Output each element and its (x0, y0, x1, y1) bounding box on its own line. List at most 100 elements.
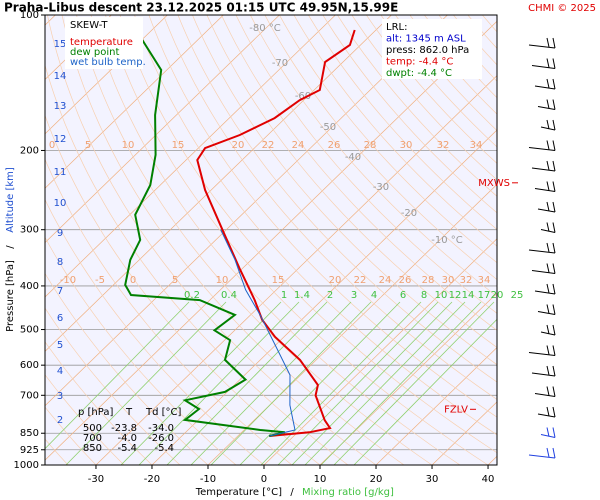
altitude-label: 12 (54, 134, 67, 145)
mixing-ratio-label: 0.4 (221, 290, 237, 301)
dry-adiabat (90, 15, 461, 465)
wind-barb-flag (552, 78, 556, 90)
x-tick-label: 20 (370, 474, 383, 485)
dry-adiabat (351, 15, 497, 181)
isotherm (544, 15, 600, 465)
dry-adiabat (380, 15, 497, 148)
mixing-ratio-line (120, 301, 282, 465)
chart-title: Praha-Libus descent 23.12.2025 01:15 UTC… (4, 1, 398, 15)
wind-barb-flag (546, 386, 550, 396)
mixing-ratio-line (320, 301, 482, 465)
wind-barb-flag (546, 345, 550, 355)
adiabat-label: 34 (478, 275, 491, 286)
y-tick-label: 500 (20, 325, 39, 336)
mixing-ratio-label: 6 (400, 290, 406, 301)
mixing-ratio-label: 1 (281, 290, 287, 301)
wind-barb-staff (540, 126, 556, 131)
mixing-ratio-line (291, 301, 453, 465)
altitude-label: 5 (57, 340, 63, 351)
y-tick-label: 400 (20, 281, 39, 292)
y-tick-label: 1000 (14, 460, 39, 471)
adiabat-label: 5 (85, 140, 91, 151)
table-cell: -26.0 (148, 433, 174, 444)
wind-barb-staff (534, 188, 556, 192)
wind-barb-staff (531, 372, 556, 377)
adiabat-label: -5 (95, 275, 105, 286)
adiabat-label: 10 (216, 275, 229, 286)
isotherm (45, 15, 280, 244)
x-axis-title: / (290, 487, 294, 498)
wind-barb-staff (531, 270, 556, 274)
mixing-ratio-line (190, 301, 352, 465)
lrl-line: temp: -4.4 °C (386, 57, 453, 68)
wind-barb-flag (552, 386, 556, 397)
wind-barb-staff (534, 85, 556, 90)
wind-barb-staff (531, 167, 556, 172)
wind-barb-flag (546, 365, 550, 376)
mixing-ratio-line (304, 301, 466, 465)
wind-barb-staff (528, 147, 556, 151)
wind-barb-flag (546, 37, 550, 48)
wind-barb-staff (528, 352, 556, 356)
altitude-label: 14 (54, 71, 67, 82)
dry-adiabat (365, 15, 497, 164)
mixing-ratio-line (210, 301, 372, 465)
altitude-label: 4 (57, 366, 63, 377)
isotherm-label: -70 (272, 58, 288, 69)
y-tick-label: 300 (20, 225, 39, 236)
dry-adiabat (307, 15, 497, 230)
wind-barb-flag (552, 201, 556, 213)
wind-barb-flag (552, 345, 556, 356)
dry-adiabat (177, 15, 497, 383)
x-axis-title: Mixing ratio [g/kg] (302, 487, 394, 498)
adiabat-label: 26 (328, 140, 341, 151)
mixing-ratio-line (138, 301, 300, 465)
legend-box (65, 17, 143, 69)
wind-barb-staff (534, 393, 556, 397)
table-cell: -5.4 (154, 443, 174, 454)
wind-barb-flag (552, 58, 556, 69)
isotherm (45, 20, 497, 461)
wind-barb-flag (552, 242, 556, 254)
altitude-label: 6 (57, 313, 63, 324)
y-tick-label: 700 (20, 390, 39, 401)
table-cell: 500 (83, 423, 102, 434)
wind-barb-flag (546, 242, 550, 253)
adiabat-label: -10 (60, 275, 76, 286)
isotherm-label: -60 (295, 91, 311, 102)
dry-adiabat (206, 15, 497, 348)
wind-barb-flag (552, 181, 556, 192)
table-cell: -34.0 (148, 423, 174, 434)
adiabat-label: 28 (364, 140, 377, 151)
dry-adiabat (336, 15, 497, 197)
dry-adiabat (322, 15, 497, 214)
adiabat-label: 5 (172, 275, 178, 286)
wind-barb-staff (540, 434, 556, 438)
mixing-ratio-label: 12 (449, 290, 462, 301)
mixing-ratio-line (353, 318, 497, 465)
wind-barb-staff (540, 229, 556, 233)
wind-barb-flag (552, 427, 556, 438)
wind-barb-staff (537, 208, 556, 213)
dry-adiabat (423, 15, 497, 99)
table-header: T (125, 407, 133, 418)
wind-barb-staff (531, 65, 556, 69)
wind-barb-staff (540, 331, 556, 336)
lrl-line: alt: 1345 m ASL (386, 34, 466, 45)
isotherm (375, 347, 497, 465)
wind-barb-flag (552, 37, 556, 49)
table-cell: 700 (83, 433, 102, 444)
dry-adiabat (45, 198, 265, 465)
adiabat-label: 20 (329, 275, 342, 286)
wind-barb-flag (546, 99, 550, 109)
adiabat-label: 28 (422, 275, 435, 286)
dry-adiabat (45, 64, 349, 465)
background-lines (45, 15, 600, 465)
wind-barb-flag (552, 447, 556, 459)
dry-adiabat (47, 15, 377, 465)
wind-barb-flag (552, 160, 556, 172)
wind-barb-flag (546, 78, 550, 89)
x-tick-label: -20 (144, 474, 160, 485)
dry-adiabat (45, 374, 125, 465)
